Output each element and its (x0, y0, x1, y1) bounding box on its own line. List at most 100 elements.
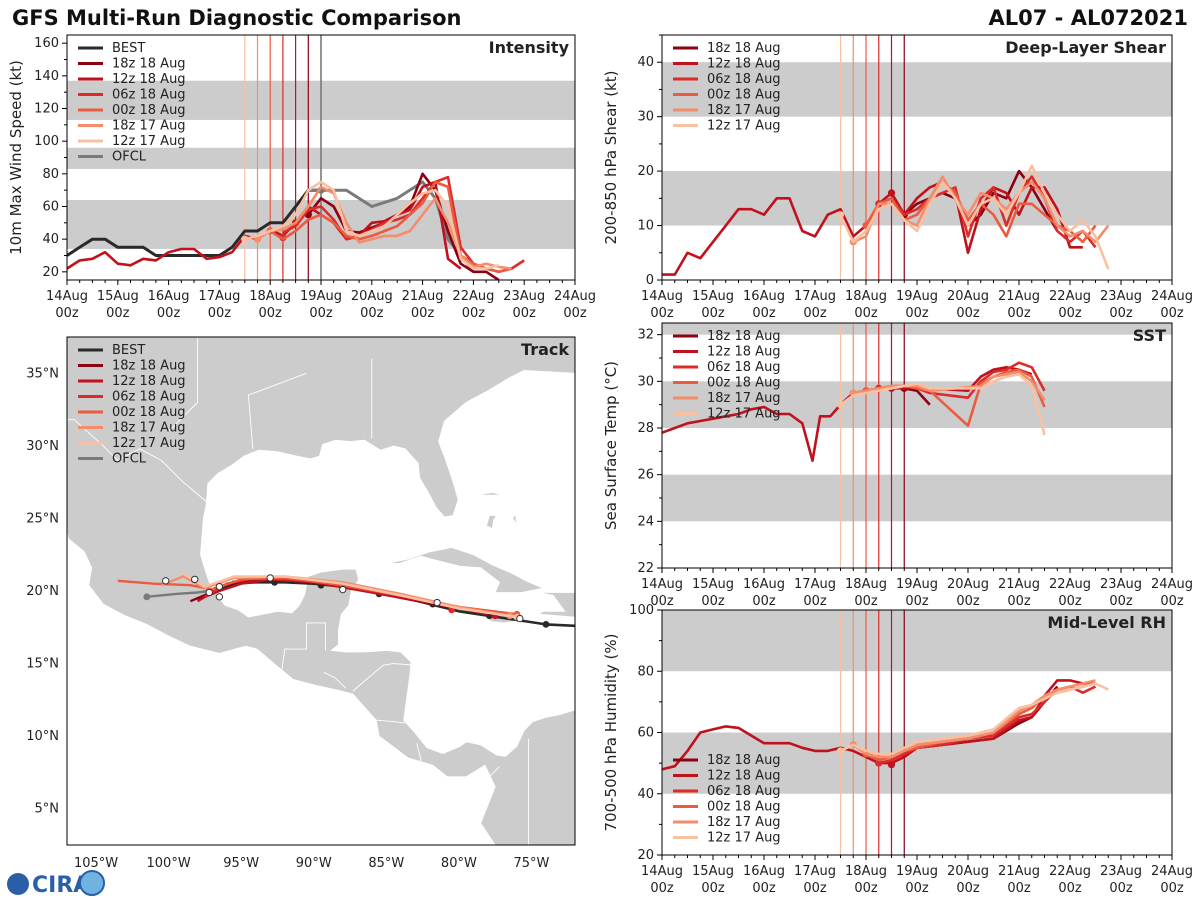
track-forecast-point (266, 574, 274, 582)
track-border-line (247, 372, 307, 449)
rh-band (662, 610, 1172, 672)
rh-legend-label: 18z 18 Aug (707, 753, 781, 768)
track-border-line (168, 337, 199, 432)
track-legend-label: 18z 18 Aug (112, 359, 186, 374)
intensity-xtick-day-label: 15Aug (97, 289, 139, 304)
cira-logo: CIRA (7, 870, 105, 898)
intensity-ytick-label: 20 (42, 265, 59, 280)
shear-series-group (662, 164, 1110, 276)
shear-xtick-hour-label: 00z (905, 306, 929, 321)
rh-xtick-hour-label: 00z (752, 881, 776, 896)
sst-band (662, 323, 1172, 335)
track-border-line (489, 766, 500, 778)
shear-series-line (839, 164, 1110, 270)
track-border-line (323, 671, 347, 689)
track-xtick-label: 85°W (368, 856, 404, 871)
sst-series-line (853, 370, 1046, 401)
track-panel-title: Track (521, 340, 569, 359)
track-land-shape (512, 513, 518, 525)
rh-series-marker (887, 761, 896, 769)
intensity-ytick-label: 60 (42, 200, 59, 215)
shear-ytick-label: 0 (646, 273, 654, 288)
rh-series-marker (836, 747, 845, 755)
intensity-legend-label: 12z 17 Aug (112, 134, 186, 149)
logo-globe-icon (7, 873, 29, 895)
track-border-line (352, 663, 413, 692)
intensity-series-line (269, 180, 512, 274)
sst-ytick-label: 26 (637, 468, 654, 483)
shear-xtick-day-label: 16Aug (743, 289, 785, 304)
shear-xtick-hour-label: 00z (1007, 306, 1031, 321)
sst-xtick-day-label: 19Aug (896, 577, 938, 592)
shear-xtick-day-label: 18Aug (845, 289, 887, 304)
sst-legend-label: 12z 17 Aug (707, 407, 781, 422)
sst-xtick-day-label: 14Aug (641, 577, 683, 592)
shear-xtick-day-label: 22Aug (1049, 289, 1091, 304)
sst-ytick-label: 22 (637, 561, 654, 576)
sst-ytick-label: 28 (637, 421, 654, 436)
intensity-series-line (67, 188, 321, 257)
sst-series-line (839, 373, 1046, 436)
shear-xtick-day-label: 21Aug (998, 289, 1040, 304)
track-legend-label: 18z 17 Aug (112, 421, 186, 436)
sst-ytick-label: 32 (637, 328, 654, 343)
sst-series-group (662, 361, 1046, 462)
shear-legend-label: 18z 17 Aug (707, 103, 781, 118)
intensity-ytick-label: 80 (42, 167, 59, 182)
sst-legend-label: 06z 18 Aug (707, 360, 781, 375)
track-legend-label: 12z 18 Aug (112, 374, 186, 389)
intensity-series-line (244, 180, 500, 270)
sst-series-marker (836, 401, 845, 409)
shear-panel-title: Deep-Layer Shear (1005, 38, 1166, 57)
track-forecast-point (205, 588, 213, 597)
intensity-xtick-hour-label: 00z (157, 306, 181, 321)
rh-xtick-day-label: 14Aug (641, 864, 683, 879)
shear-xtick-day-label: 14Aug (641, 289, 683, 304)
track-xtick-label: 80°W (441, 856, 477, 871)
rh-ytick-label: 20 (637, 848, 654, 863)
shear-xtick-hour-label: 00z (854, 306, 878, 321)
intensity-xtick-hour-label: 00z (55, 306, 79, 321)
intensity-xtick-day-label: 17Aug (198, 289, 240, 304)
rh-xtick-day-label: 19Aug (896, 864, 938, 879)
sst-xtick-hour-label: 00z (650, 594, 674, 609)
shear-xtick-day-label: 19Aug (896, 289, 938, 304)
shear-xtick-hour-label: 00z (1160, 306, 1184, 321)
track-legend-label: 12z 17 Aug (112, 436, 186, 451)
rh-series-line (852, 679, 1096, 759)
track-forecast-point (339, 585, 347, 594)
intensity-ytick-label: 140 (34, 69, 59, 84)
intensity-xtick-day-label: 23Aug (503, 289, 545, 304)
intensity-legend-label: 00z 18 Aug (112, 103, 186, 118)
track-border-line (67, 419, 210, 505)
intensity-xtick-day-label: 20Aug (351, 289, 393, 304)
intensity-xtick-day-label: 16Aug (148, 289, 190, 304)
sst-xtick-hour-label: 00z (1058, 594, 1082, 609)
track-ytick-label: 25°N (26, 511, 59, 526)
intensity-legend-label: OFCL (112, 150, 147, 165)
intensity-legend-label: 12z 18 Aug (112, 72, 186, 87)
intensity-ytick-label: 160 (34, 36, 59, 51)
shear-xtick-hour-label: 00z (803, 306, 827, 321)
intensity-ylabel: 10m Max Wind Speed (kt) (7, 60, 25, 255)
track-legend-label: BEST (112, 343, 145, 358)
rh-legend-label: 06z 18 Aug (707, 784, 781, 799)
rh-xtick-day-label: 21Aug (998, 864, 1040, 879)
rh-xtick-hour-label: 00z (650, 881, 674, 896)
shear-ytick-label: 40 (637, 55, 654, 70)
sst-xtick-hour-label: 00z (1160, 594, 1184, 609)
intensity-xtick-hour-label: 00z (563, 306, 587, 321)
shear-band (662, 62, 1172, 117)
rh-ytick-label: 60 (637, 726, 654, 741)
sst-xtick-day-label: 20Aug (947, 577, 989, 592)
intensity-xtick-hour-label: 00z (208, 306, 232, 321)
sst-xtick-day-label: 16Aug (743, 577, 785, 592)
sst-xtick-day-label: 24Aug (1151, 577, 1193, 592)
intensity-series-line (256, 185, 512, 270)
rh-legend-label: 00z 18 Aug (707, 800, 781, 815)
track-land-shape (486, 515, 498, 530)
rh-panel-title: Mid-Level RH (1047, 613, 1166, 632)
intensity-legend-label: 18z 17 Aug (112, 119, 186, 134)
shear-xtick-hour-label: 00z (956, 306, 980, 321)
intensity-xtick-hour-label: 00z (309, 306, 333, 321)
